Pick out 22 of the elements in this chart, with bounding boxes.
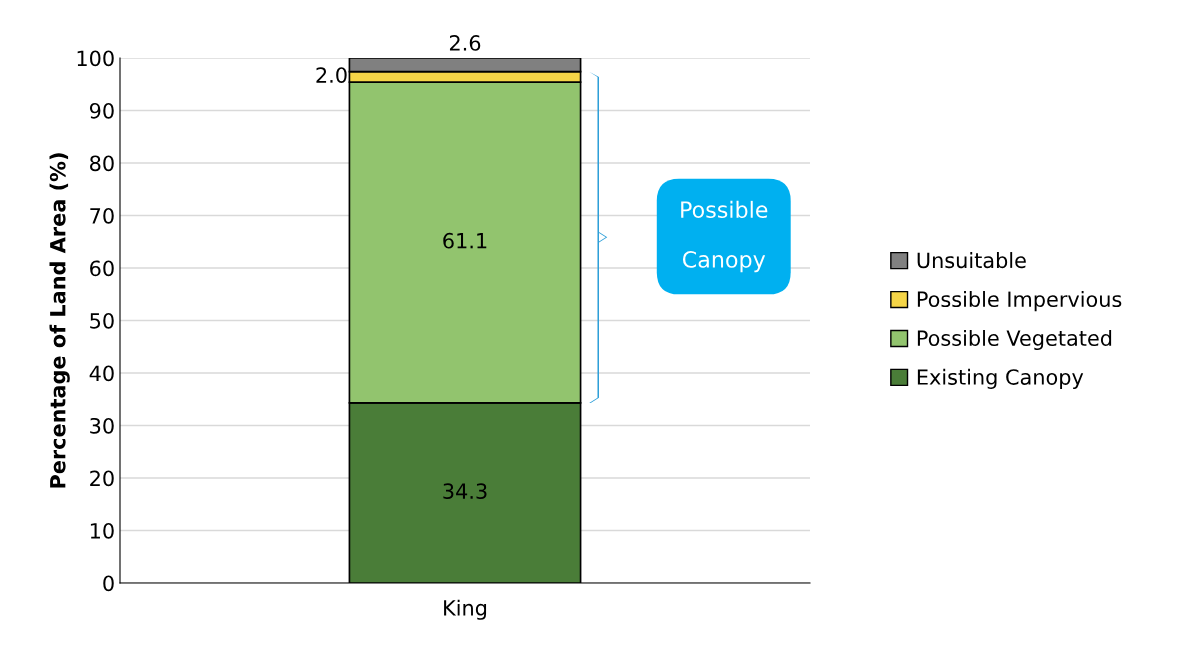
y-tick-label: 0 xyxy=(103,575,114,592)
y-tick-label: 10 xyxy=(90,522,114,539)
y-tick-label: 70 xyxy=(90,207,114,224)
y-axis-title: Percentage of Land Area (%) xyxy=(49,153,70,488)
data-label: 2.6 xyxy=(449,35,481,51)
text: Possible Canopy xyxy=(681,200,768,273)
x-tick-label: King xyxy=(444,599,487,620)
y-tick-label: 80 xyxy=(90,155,114,172)
legend-label: Possible Vegetated xyxy=(917,329,1112,351)
data-label: 61.1 xyxy=(443,232,487,249)
y-tick-label: 90 xyxy=(89,102,114,119)
legend-label: Unsuitable xyxy=(917,252,1026,269)
legend-label: Possible Impervious xyxy=(917,290,1122,312)
y-tick-label: 50 xyxy=(90,312,114,329)
y-tick-label: 60 xyxy=(90,260,114,277)
legend-label: Existing Canopy xyxy=(917,368,1084,389)
y-tick-label: 20 xyxy=(90,470,114,487)
y-tick-label: 30 xyxy=(90,417,114,434)
data-label: 2.0 xyxy=(316,67,347,83)
y-tick-label: 40 xyxy=(89,365,114,382)
data-label: 34.3 xyxy=(443,483,487,500)
y-tick-label: 100 xyxy=(77,50,114,67)
